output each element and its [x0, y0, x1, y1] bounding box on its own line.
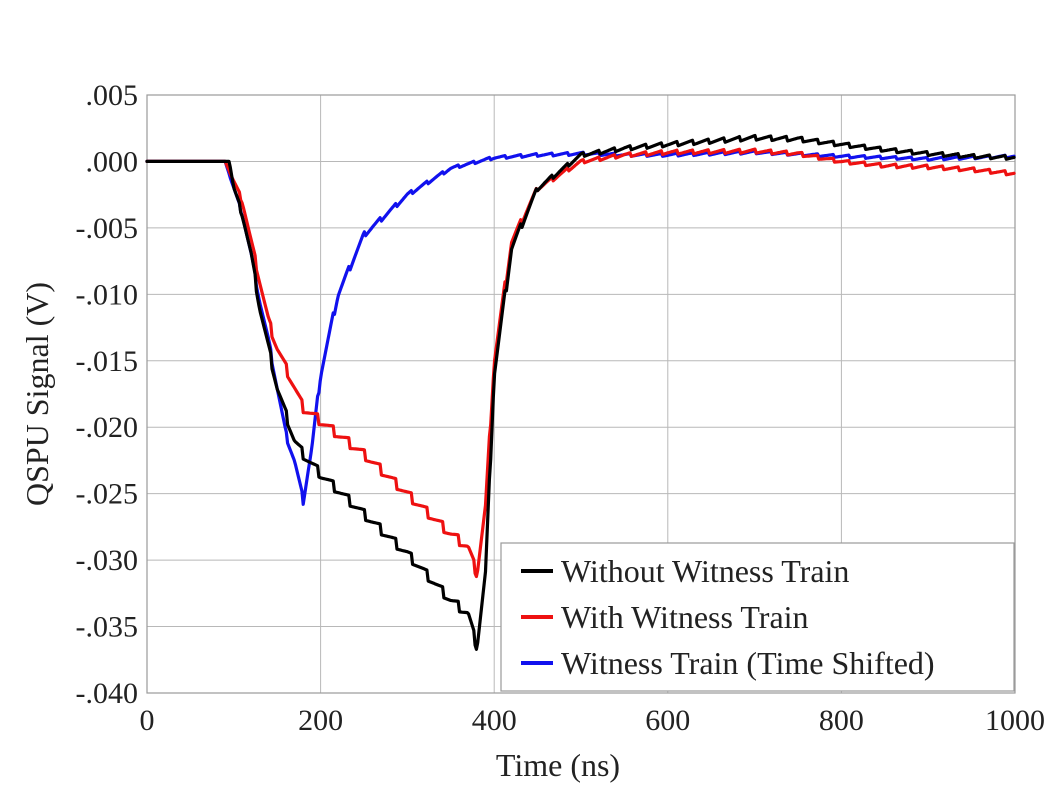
- y-tick-label: -.005: [76, 212, 139, 245]
- x-axis-title: Time (ns): [496, 747, 620, 783]
- x-tick-label: 200: [298, 704, 343, 737]
- plot-area: [146, 94, 1016, 694]
- y-tick-label: -.015: [76, 345, 139, 378]
- y-tick-label: -.030: [76, 544, 139, 577]
- series-line-0: [145, 133, 1016, 651]
- x-tick-label: 0: [140, 704, 155, 737]
- y-tick-label: -.040: [76, 677, 139, 710]
- y-tick-label: -.020: [76, 411, 139, 444]
- y-axis-ticks: .005 .000 -.005 -.010 -.015 -.020 -.025 -.030 -.…: [76, 79, 139, 710]
- series-line-2: [145, 149, 1016, 506]
- y-tick-label: -.035: [76, 611, 139, 644]
- legend-label-without-witness-train: Without Witness Train: [561, 553, 849, 589]
- x-tick-label: 800: [819, 704, 864, 737]
- series-group: [145, 133, 1016, 651]
- y-tick-label: -.025: [76, 478, 139, 511]
- y-tick-label: .000: [86, 145, 139, 178]
- x-tick-label: 1000: [985, 704, 1045, 737]
- series-line-1: [145, 147, 1016, 579]
- y-tick-label: .005: [86, 79, 139, 112]
- x-tick-label: 600: [645, 704, 690, 737]
- y-tick-label: -.010: [76, 278, 139, 311]
- x-tick-label: 400: [472, 704, 517, 737]
- legend-box: [500, 542, 1015, 692]
- legend: Without Witness Train With Witness Train…: [500, 542, 1015, 692]
- x-axis-ticks: 0 200 400 600 800 1000: [140, 704, 1046, 737]
- legend-label-witness-train-time-shifted: Witness Train (Time Shifted): [561, 645, 935, 681]
- y-axis-title: QSPU Signal (V): [19, 282, 55, 506]
- legend-label-with-witness-train: With Witness Train: [561, 599, 809, 635]
